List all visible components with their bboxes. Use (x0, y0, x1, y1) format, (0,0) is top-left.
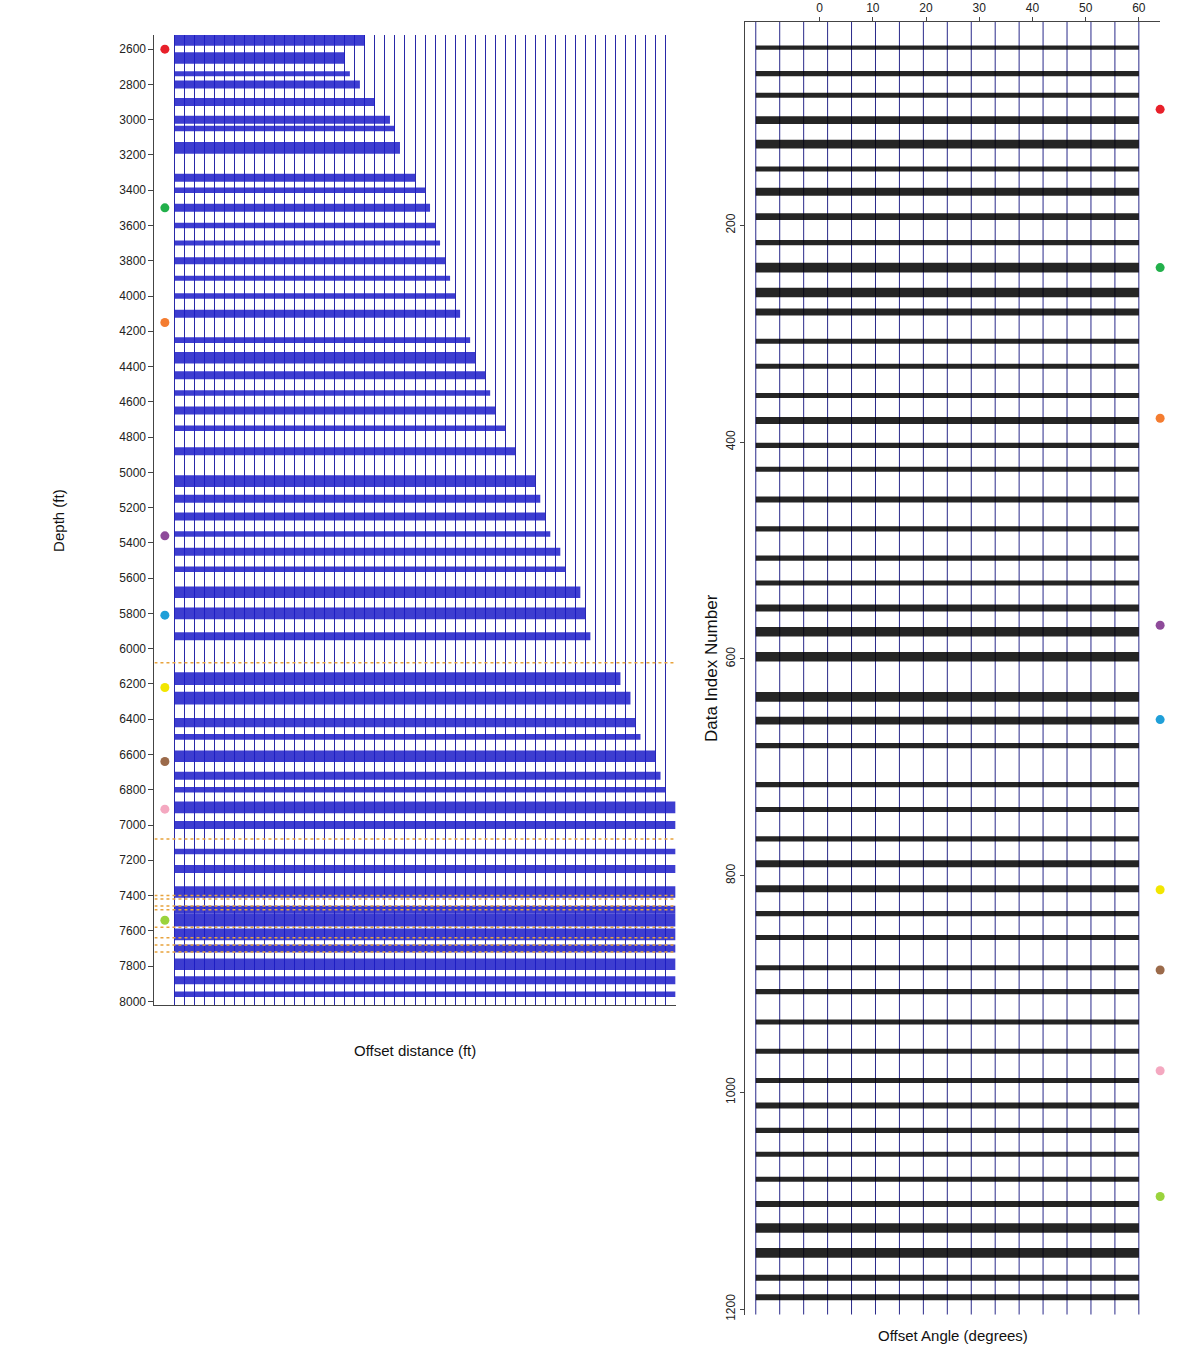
svg-text:2600: 2600 (119, 42, 146, 56)
svg-text:3400: 3400 (119, 183, 146, 197)
svg-text:0: 0 (816, 1, 823, 15)
svg-text:6200: 6200 (119, 677, 146, 691)
svg-text:3000: 3000 (119, 113, 146, 127)
svg-text:5200: 5200 (119, 501, 146, 515)
svg-text:6600: 6600 (119, 748, 146, 762)
svg-text:4200: 4200 (119, 324, 146, 338)
svg-text:1200: 1200 (724, 1294, 738, 1321)
svg-text:200: 200 (724, 213, 738, 233)
svg-text:30: 30 (973, 1, 987, 15)
svg-text:5800: 5800 (119, 607, 146, 621)
svg-text:6400: 6400 (119, 712, 146, 726)
svg-text:600: 600 (724, 647, 738, 667)
svg-text:4400: 4400 (119, 360, 146, 374)
svg-text:2800: 2800 (119, 78, 146, 92)
svg-text:3600: 3600 (119, 219, 146, 233)
svg-text:7200: 7200 (119, 853, 146, 867)
svg-text:40: 40 (1026, 1, 1040, 15)
svg-text:20: 20 (919, 1, 933, 15)
svg-text:7000: 7000 (119, 818, 146, 832)
svg-text:4800: 4800 (119, 430, 146, 444)
svg-text:4000: 4000 (119, 289, 146, 303)
svg-text:4600: 4600 (119, 395, 146, 409)
svg-text:Offset distance (ft): Offset distance (ft) (354, 1042, 476, 1059)
svg-text:7800: 7800 (119, 959, 146, 973)
svg-text:7600: 7600 (119, 924, 146, 938)
svg-text:5000: 5000 (119, 466, 146, 480)
svg-text:5400: 5400 (119, 536, 146, 550)
svg-text:Data Index Number: Data Index Number (702, 594, 721, 742)
svg-text:6800: 6800 (119, 783, 146, 797)
svg-text:400: 400 (724, 430, 738, 450)
svg-text:1000: 1000 (724, 1077, 738, 1104)
svg-text:10: 10 (866, 1, 880, 15)
svg-text:6000: 6000 (119, 642, 146, 656)
svg-text:60: 60 (1132, 1, 1146, 15)
svg-text:3800: 3800 (119, 254, 146, 268)
svg-text:5600: 5600 (119, 571, 146, 585)
svg-text:Depth (ft): Depth (ft) (50, 489, 67, 552)
svg-text:50: 50 (1079, 1, 1093, 15)
svg-text:3200: 3200 (119, 148, 146, 162)
svg-text:800: 800 (724, 864, 738, 884)
svg-text:8000: 8000 (119, 995, 146, 1009)
svg-text:Offset Angle (degrees): Offset Angle (degrees) (878, 1327, 1028, 1344)
svg-text:7400: 7400 (119, 889, 146, 903)
